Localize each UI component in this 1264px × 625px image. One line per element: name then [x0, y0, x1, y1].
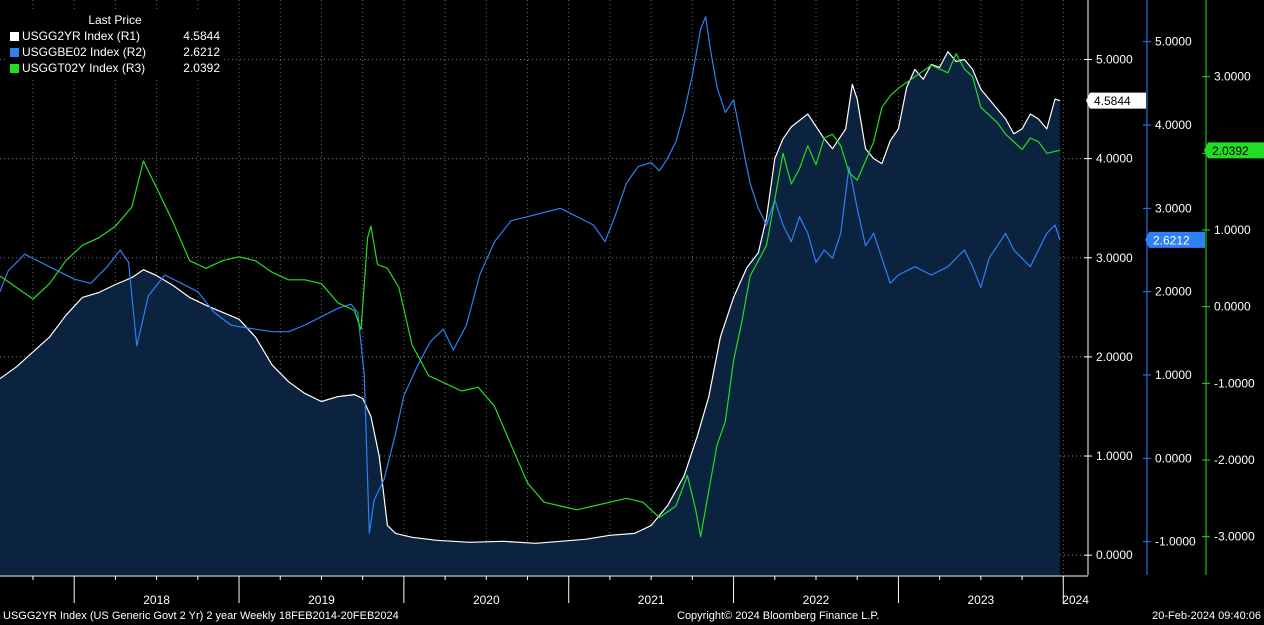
x-axis-label: 2024	[1062, 593, 1089, 607]
legend-row-usggbe02[interactable]: USGGBE02 Index (R2) 2.6212	[10, 44, 220, 60]
axis-tick-label: 2.0000	[1096, 350, 1133, 364]
axis-tick-label: 3.0000	[1155, 201, 1192, 215]
x-axis-label: 2020	[473, 593, 500, 607]
legend-title: Last Price	[88, 13, 142, 27]
legend-row-usggt02y[interactable]: USGGT02Y Index (R3) 2.0392	[10, 60, 220, 76]
axis-tick-label: 5.0000	[1096, 52, 1133, 66]
area-fill	[0, 51, 1060, 576]
axis-tick-label: 5.0000	[1155, 35, 1192, 49]
legend-series-value: 2.0392	[183, 61, 220, 75]
axis-tick-label: 0.0000	[1096, 548, 1133, 562]
x-axis-label: 2023	[967, 593, 994, 607]
axis-tick-label: 1.0000	[1155, 368, 1192, 382]
axis-tick-label: 3.0000	[1214, 70, 1251, 84]
axis-tick-label: 4.0000	[1096, 152, 1133, 166]
last-price-tag-r1	[1086, 92, 1146, 109]
last-price-tag-r2	[1145, 231, 1205, 248]
axis-tick-label: 0.0000	[1155, 451, 1192, 465]
legend-series-name: USGGT02Y Index (R3)	[22, 61, 146, 75]
series-line-usgg2yr-index	[0, 51, 1061, 544]
axis-tick-label: 3.0000	[1096, 251, 1133, 265]
axis-tick-label: 0.0000	[1214, 300, 1251, 314]
legend-swatch	[10, 47, 19, 57]
footer-timestamp: 20-Feb-2024 09:40:06	[1152, 610, 1261, 622]
series-line-usggbe02-index	[0, 16, 1061, 534]
footer-copyright: Copyright© 2024 Bloomberg Finance L.P.	[677, 610, 880, 622]
x-axis: 2018 2019 2020 2021 2022 2023 2024	[0, 575, 1089, 607]
series-line-usggt02y-index	[0, 53, 1061, 538]
legend-swatch	[10, 63, 19, 73]
axis-tick-label: -1.0000	[1155, 535, 1196, 549]
x-axis-label: 2018	[143, 593, 170, 607]
last-price-tag-r3	[1204, 142, 1264, 159]
legend-series-value: 4.5844	[183, 29, 220, 43]
legend-series-value: 2.6212	[183, 45, 220, 59]
last-price-tag-label: 2.0392	[1212, 144, 1249, 158]
axis-tick-label: 2.0000	[1155, 285, 1192, 299]
axis-tick-label: -2.0000	[1214, 453, 1255, 467]
axis-tick-label: -3.0000	[1214, 530, 1255, 544]
legend-series-name: USGG2YR Index (R1)	[22, 29, 141, 43]
last-price-tags: 4.5844 2.6212 2.0392	[1086, 92, 1264, 248]
axis-tick-label: 1.0000	[1096, 449, 1133, 463]
last-price-tag-label: 2.6212	[1153, 233, 1190, 247]
x-axis-label: 2022	[803, 593, 830, 607]
last-price-tag-label: 4.5844	[1094, 94, 1131, 108]
legend: Last Price USGG2YR Index (R1) 4.5844 USG…	[6, 10, 224, 80]
footer-bar: USGG2YR Index (US Generic Govt 2 Yr) 2 y…	[0, 609, 1264, 625]
legend-series-name: USGGBE02 Index (R2)	[22, 45, 147, 59]
legend-swatch	[10, 31, 19, 41]
legend-row-usgg2yr[interactable]: USGG2YR Index (R1) 4.5844	[10, 28, 220, 44]
x-axis-label: 2019	[308, 593, 335, 607]
series-lines	[0, 16, 1061, 544]
area-usgg2yr-index	[0, 51, 1060, 576]
x-axis-label: 2021	[638, 593, 665, 607]
axes: 0.0000 1.0000 2.0000 3.0000 4.0000 5.0000 -1.0…	[1084, 0, 1255, 575]
axis-tick-label: 1.0000	[1214, 223, 1251, 237]
axis-tick-label: -1.0000	[1214, 376, 1255, 390]
footer-description: USGG2YR Index (US Generic Govt 2 Yr) 2 y…	[3, 610, 399, 622]
axis-tick-label: 4.0000	[1155, 118, 1192, 132]
